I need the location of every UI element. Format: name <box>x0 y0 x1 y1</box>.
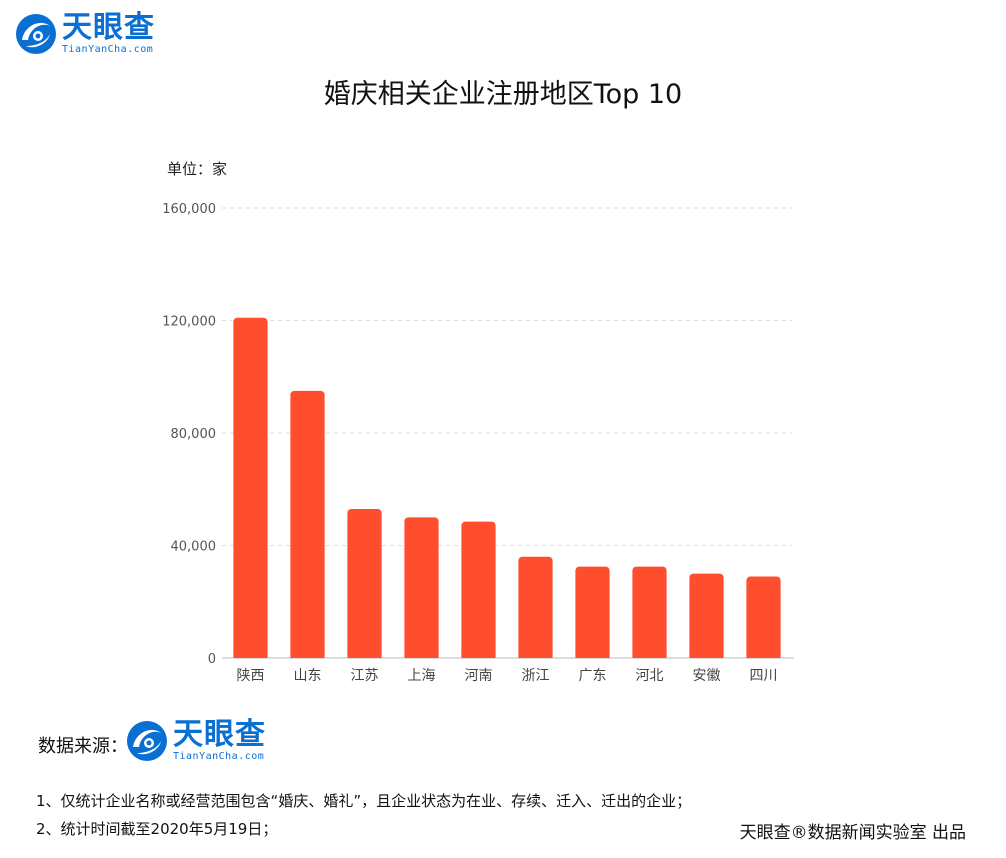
bar-base <box>404 652 439 658</box>
bar <box>689 573 724 658</box>
x-tick-label: 江苏 <box>351 668 379 684</box>
bar-chart: 0 40,000 80,000 120,000 160,000 陕西 山东 江苏 上海 河南 浙江 广… <box>162 202 794 684</box>
x-tick-label: 广东 <box>579 668 607 684</box>
bar-base <box>746 652 781 658</box>
x-tick-label: 陕西 <box>237 668 265 684</box>
bar-base <box>233 652 268 658</box>
x-tick-label: 安徽 <box>693 668 721 684</box>
bar <box>404 517 439 658</box>
bar <box>233 317 268 658</box>
x-tick-label: 浙江 <box>522 668 550 684</box>
bar-base <box>518 652 553 658</box>
bar <box>518 556 553 658</box>
x-tick-label: 上海 <box>408 668 436 684</box>
bar-base <box>347 652 382 658</box>
bar-base <box>575 652 610 658</box>
credit-line: 天眼查®数据新闻实验室 出品 <box>739 823 966 843</box>
footnote-2: 2、统计时间截至2020年5月19日； <box>36 820 278 838</box>
bar <box>632 566 667 658</box>
logo-domain: TianYanCha.com <box>62 44 154 55</box>
y-tick-label: 120,000 <box>162 315 216 330</box>
x-tick-label: 山东 <box>294 668 322 684</box>
source-logo-wordmark: 天眼查 <box>173 717 266 752</box>
bar-base <box>689 652 724 658</box>
y-tick-label: 80,000 <box>171 427 217 442</box>
x-tick-label: 河北 <box>636 668 664 684</box>
x-tick-label: 四川 <box>750 668 778 684</box>
source-logo: 天眼查 TianYanCha.com <box>125 719 266 763</box>
bar <box>290 390 325 658</box>
source-label: 数据来源： <box>38 736 128 757</box>
bar-base <box>632 652 667 658</box>
bar-base <box>290 652 325 658</box>
y-tick-label: 40,000 <box>171 540 217 555</box>
bar-base <box>461 652 496 658</box>
x-tick-label: 河南 <box>465 668 493 684</box>
source-logo-domain: TianYanCha.com <box>173 751 265 762</box>
y-tick-label: 160,000 <box>162 202 216 217</box>
unit-label: 单位：家 <box>167 160 228 178</box>
bar <box>347 508 382 658</box>
logo-wordmark: 天眼查 <box>62 10 155 45</box>
y-tick-label: 0 <box>208 652 216 667</box>
tianyancha-logo-icon <box>125 719 169 763</box>
footnote-1: 1、仅统计企业名称或经营范围包含“婚庆、婚礼”，且企业状态为在业、存续、迁入、迁… <box>36 792 692 810</box>
chart-title: 婚庆相关企业注册地区Top 10 <box>323 79 683 110</box>
tianyancha-logo: 天眼查 TianYanCha.com <box>14 12 155 56</box>
bar <box>575 566 610 658</box>
bar <box>461 521 496 658</box>
bar <box>746 576 781 658</box>
